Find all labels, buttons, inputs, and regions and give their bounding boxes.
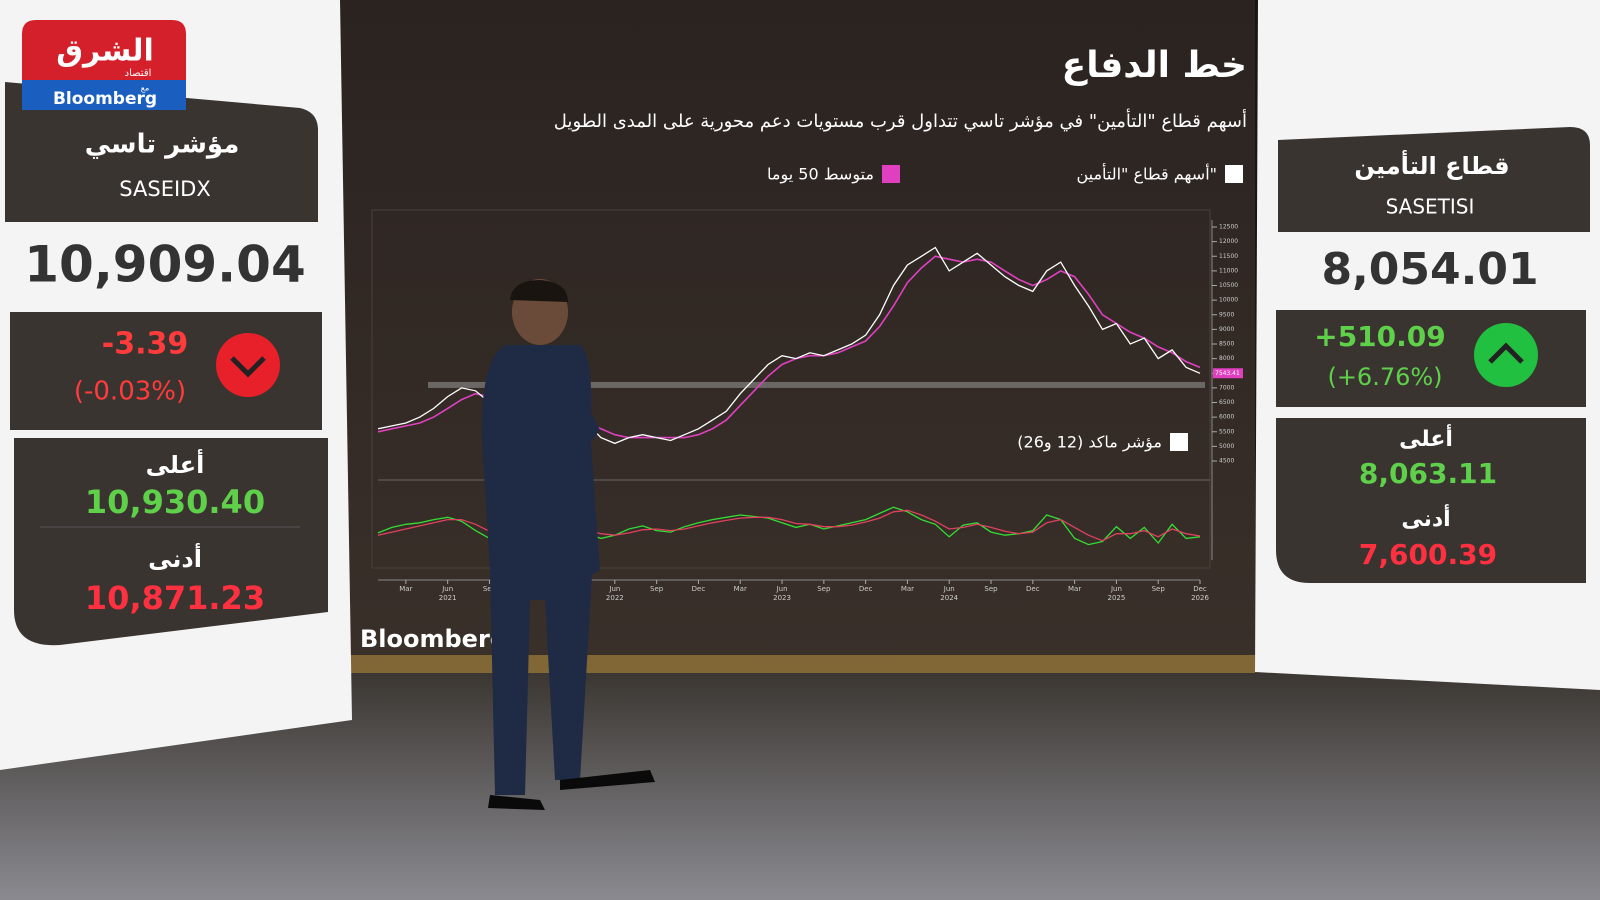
sector-high-label: أعلى bbox=[1399, 423, 1453, 452]
x-tick-label: Mar bbox=[1068, 585, 1081, 593]
last-value-label: 7543.41 bbox=[1215, 370, 1240, 377]
logo-bottom bbox=[22, 80, 186, 110]
y-tick-label: 11500 bbox=[1219, 253, 1238, 260]
sector-hilo-box bbox=[1276, 418, 1586, 583]
x-tick-label: Dec bbox=[1193, 585, 1207, 593]
watermark: Bloomberg bbox=[360, 625, 507, 653]
change-pct: (-0.03%) bbox=[74, 377, 186, 407]
x-tick-label: Mar bbox=[901, 585, 914, 593]
chart-title: خط الدفاع bbox=[1062, 45, 1247, 86]
logo-with: مع bbox=[141, 84, 150, 93]
logo-top bbox=[22, 20, 186, 80]
sector-change: +510.09 bbox=[1314, 320, 1446, 353]
x-year-label: 2021 bbox=[439, 594, 457, 602]
x-tick-label: Jun bbox=[776, 585, 788, 593]
sector-change-pct: (+6.76%) bbox=[1327, 363, 1442, 391]
x-tick-label: Sep bbox=[984, 585, 998, 593]
index-code: SASEIDX bbox=[119, 177, 210, 201]
y-tick-label: 5500 bbox=[1219, 428, 1234, 435]
down-arrow bbox=[230, 356, 266, 378]
x-tick-label: Dec bbox=[1026, 585, 1040, 593]
left-header bbox=[5, 82, 318, 222]
x-tick-label: Jun bbox=[1110, 585, 1122, 593]
y-tick-label: 6000 bbox=[1219, 414, 1234, 421]
y-tick-label: 10500 bbox=[1219, 282, 1238, 289]
presenter bbox=[481, 279, 655, 810]
x-tick-label: Sep bbox=[483, 585, 497, 593]
y-tick-label: 7000 bbox=[1219, 384, 1234, 391]
index-value: 10,909.04 bbox=[24, 236, 306, 294]
support-band bbox=[428, 381, 1205, 388]
index-name: مؤشر تاسي bbox=[85, 130, 240, 160]
wall-edge bbox=[340, 655, 1255, 673]
last-value-tag bbox=[1213, 368, 1243, 379]
x-year-label: 2023 bbox=[773, 594, 791, 602]
sector-value: 8,054.01 bbox=[1321, 244, 1538, 295]
sector-low-label: أدنى bbox=[1401, 503, 1450, 532]
plot-frame bbox=[371, 209, 1211, 569]
x-tick-label: Dec bbox=[859, 585, 873, 593]
low-value: 10,871.23 bbox=[85, 579, 265, 617]
x-tick-label: Mar bbox=[399, 585, 412, 593]
up-arrow bbox=[1488, 342, 1524, 364]
sector-low: 7,600.39 bbox=[1359, 538, 1497, 571]
legend-swatch bbox=[882, 165, 900, 183]
y-tick-label: 10000 bbox=[1219, 297, 1238, 304]
x-tick-label: Sep bbox=[817, 585, 831, 593]
y-tick-label: 5000 bbox=[1219, 443, 1234, 450]
logo-partner: Bloomberg bbox=[53, 89, 157, 109]
sector-high: 8,063.11 bbox=[1359, 457, 1497, 490]
logo-brand: الشرق bbox=[56, 34, 154, 69]
legend-label: متوسط 50 يوما bbox=[767, 165, 874, 185]
x-tick-label: Jun bbox=[441, 585, 453, 593]
y-tick-label: 8000 bbox=[1219, 355, 1234, 362]
sector-name: قطاع التأمين bbox=[1354, 150, 1509, 180]
y-tick-label: 12000 bbox=[1219, 238, 1238, 245]
high-label: أعلى bbox=[146, 449, 205, 479]
change: -3.39 bbox=[102, 327, 188, 362]
y-tick-label: 12500 bbox=[1219, 224, 1238, 231]
y-tick-label: 11000 bbox=[1219, 267, 1238, 274]
x-tick-label: Dec bbox=[692, 585, 706, 593]
x-tick-label: Mar bbox=[734, 585, 747, 593]
y-tick-label: 8500 bbox=[1219, 341, 1234, 348]
x-tick-label: Sep bbox=[1152, 585, 1166, 593]
macd-swatch bbox=[1170, 433, 1188, 451]
x-tick-label: Jun bbox=[608, 585, 620, 593]
down-icon bbox=[216, 333, 280, 397]
y-tick-label: 9000 bbox=[1219, 326, 1234, 333]
up-icon bbox=[1474, 323, 1538, 387]
legend-swatch bbox=[1225, 165, 1243, 183]
x-tick-label: Sep bbox=[650, 585, 664, 593]
logo-sub: اقتصاد bbox=[125, 68, 152, 79]
low-label: أدنى bbox=[148, 543, 202, 573]
sector-code: SASETISI bbox=[1386, 195, 1475, 219]
video-wall bbox=[340, 0, 1255, 672]
right-header bbox=[1278, 127, 1590, 232]
x-year-label: 2026 bbox=[1191, 594, 1209, 602]
x-year-label: 2022 bbox=[606, 594, 624, 602]
high-value: 10,930.40 bbox=[85, 483, 265, 521]
chart-subtitle: أسهم قطاع "التأمين" في مؤشر تاسي تتداول … bbox=[554, 108, 1247, 132]
x-tick-label: Jun bbox=[943, 585, 955, 593]
hilo-box bbox=[14, 438, 328, 646]
y-tick-label: 4500 bbox=[1219, 458, 1234, 465]
legend-label: أسهم قطاع "التأمين" bbox=[1076, 163, 1217, 185]
y-tick-label: 6500 bbox=[1219, 399, 1234, 406]
x-year-label: 2024 bbox=[940, 594, 958, 602]
x-year-label: 2025 bbox=[1107, 594, 1125, 602]
macd-label: مؤشر ماكد (12 و26) bbox=[1017, 433, 1162, 453]
y-tick-label: 9500 bbox=[1219, 311, 1234, 318]
